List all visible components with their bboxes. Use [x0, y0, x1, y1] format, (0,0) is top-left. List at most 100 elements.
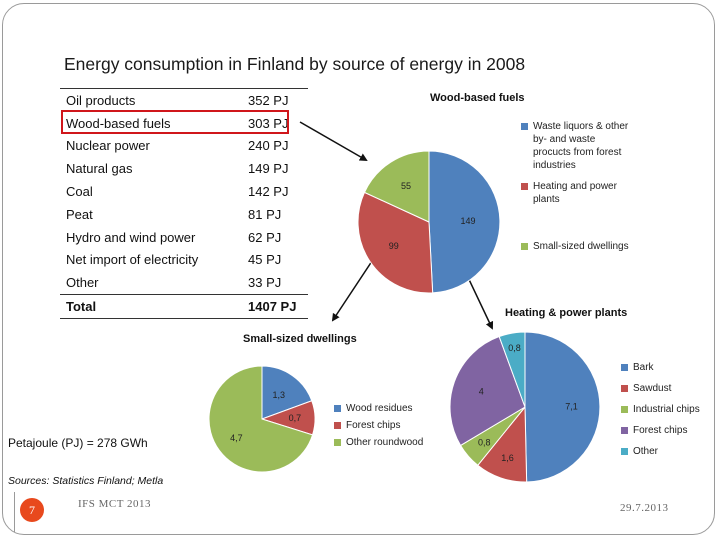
table-row: Oil products 352 PJ [60, 87, 308, 112]
source-value: 142 PJ [248, 184, 289, 200]
chart-title-heating-power-plants: Heating & power plants [505, 307, 628, 319]
table-row: Natural gas 149 PJ [60, 157, 308, 180]
total-value: 1407 PJ [244, 294, 308, 319]
pie-data-label: 0,7 [289, 413, 302, 423]
petajoule-note: Petajoule (PJ) = 278 GWh [8, 436, 148, 450]
arrow-to-wood-chart [299, 121, 368, 161]
legend-swatch [621, 364, 628, 371]
pie-slice [449, 335, 526, 447]
legend-item: Forest chips [621, 423, 716, 438]
legend-item: Wood residues [334, 402, 444, 415]
legend-label: Forest chips [633, 425, 688, 436]
slide-title: Energy consumption in Finland by source … [64, 54, 526, 74]
chart-title-wood-based-fuels: Wood-based fuels [430, 92, 525, 104]
source-value: 352 PJ [244, 87, 308, 112]
legend-swatch [334, 405, 341, 412]
pie-data-label: 0,8 [508, 343, 521, 353]
legend-heating-power-plants: Bark Sawdust Industrial chips Forest chi… [621, 360, 716, 463]
total-name: Total [60, 294, 244, 319]
legend-label: Other roundwood [346, 437, 424, 448]
table-row: Hydro and wind power 62 PJ [60, 226, 308, 249]
legend-item: Other roundwood [334, 436, 444, 449]
slide-frame [2, 3, 715, 535]
source-name: Hydro and wind power [66, 229, 196, 245]
pie-wood-based-fuels: 149 99 55 [357, 150, 501, 294]
legend-item: Industrial chips [621, 402, 716, 417]
table-row: Peat 81 PJ [60, 203, 308, 226]
legend-swatch [621, 427, 628, 434]
source-value: 81 PJ [248, 206, 282, 222]
pie-slice [363, 150, 430, 223]
source-name: Net import of electricity [66, 252, 199, 268]
pie-slice [208, 365, 314, 473]
footer-left-text: IFS MCT 2013 [78, 498, 152, 510]
pie-small-sized-dwellings: 1,3 0,7 4,7 [208, 365, 316, 473]
source-name: Peat [66, 206, 93, 222]
legend-label: Bark [633, 362, 654, 373]
legend-label: Forest chips [346, 420, 401, 431]
sources-text: Sources: Statistics Finland; Metla [8, 475, 164, 487]
pie-slice [524, 331, 601, 483]
legend-swatch [621, 385, 628, 392]
pie-data-label: 4,7 [230, 433, 243, 443]
legend-swatch [521, 123, 528, 130]
pie-data-label: 99 [389, 241, 399, 251]
legend-swatch [521, 243, 528, 250]
legend-swatch [334, 422, 341, 429]
chart-title-small-sized-dwellings: Small-sized dwellings [243, 333, 357, 345]
energy-table: Oil products 352 PJ Wood-based fuels 303… [60, 87, 308, 319]
pie-data-label: 4 [479, 387, 484, 397]
highlight-box [61, 110, 289, 134]
legend-label: Waste liquors & other by- and waste proc… [533, 121, 629, 171]
legend-item: Other [621, 444, 716, 459]
source-name: Nuclear power [66, 138, 150, 154]
pie-data-label: 1,6 [501, 453, 514, 463]
pie-data-label: 7,1 [565, 402, 578, 412]
source-value: 149 PJ [248, 161, 289, 177]
pie-data-label: 1,3 [272, 390, 285, 400]
pie-slice [261, 365, 313, 420]
source-name: Natural gas [66, 161, 133, 177]
legend-label: Heating and power plants [533, 181, 617, 205]
legend-swatch [621, 448, 628, 455]
source-name: Wood-based fuels [66, 115, 171, 131]
legend-label: Wood residues [346, 403, 413, 414]
legend-item: Sawdust [621, 381, 716, 396]
source-value: 33 PJ [248, 275, 282, 291]
legend-swatch [621, 406, 628, 413]
pie-data-label: 0,8 [478, 437, 491, 447]
legend-swatch [334, 439, 341, 446]
source-name: Oil products [60, 87, 244, 112]
table-row: Wood-based fuels 303 PJ [60, 112, 308, 135]
legend-item: Heating and power plants [521, 180, 629, 206]
pie-slice [498, 331, 526, 408]
source-value: 45 PJ [248, 252, 282, 268]
table-row: Coal 142 PJ [60, 180, 308, 203]
legend-item: Waste liquors & other by- and waste proc… [521, 120, 629, 172]
table-row: Other 33 PJ [60, 271, 308, 294]
legend-item: Small-sized dwellings [521, 240, 629, 253]
legend-item: Bark [621, 360, 716, 375]
legend-label: Other [633, 446, 659, 457]
legend-label: Industrial chips [633, 404, 700, 415]
arrow-to-dwellings-chart [331, 251, 379, 322]
legend-label: Small-sized dwellings [533, 241, 629, 252]
pie-data-label: 55 [401, 181, 411, 191]
pie-slice [428, 150, 501, 294]
source-name: Other [66, 275, 99, 291]
footer-divider [14, 492, 170, 532]
source-value: 303 PJ [248, 115, 289, 131]
legend-wood-based-fuels: Waste liquors & other by- and waste proc… [521, 120, 629, 257]
table-total-row: Total 1407 PJ [60, 294, 308, 319]
pie-slice [357, 191, 434, 294]
footer-date: 29.7.2013 [620, 502, 669, 514]
source-value: 240 PJ [248, 138, 289, 154]
legend-swatch [521, 183, 528, 190]
legend-item: Forest chips [334, 419, 444, 432]
source-value: 62 PJ [248, 229, 282, 245]
table-row: Nuclear power 240 PJ [60, 135, 308, 158]
page-number-badge: 7 [20, 498, 44, 522]
legend-small-sized-dwellings: Wood residues Forest chips Other roundwo… [334, 402, 444, 453]
table-row: Net import of electricity 45 PJ [60, 249, 308, 272]
